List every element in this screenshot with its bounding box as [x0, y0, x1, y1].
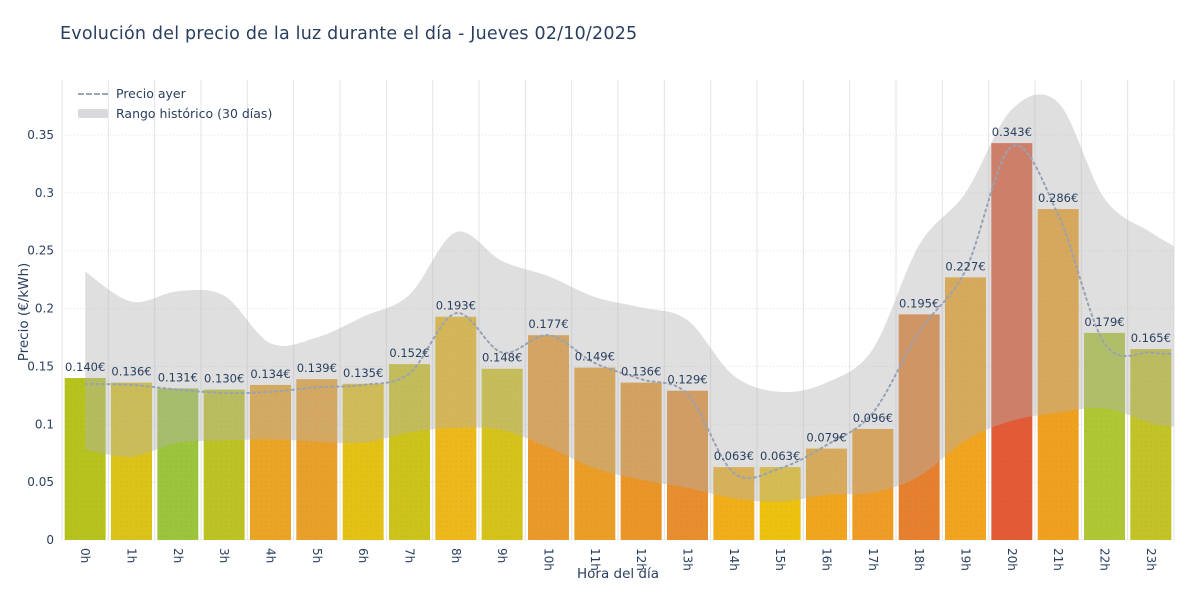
bar-value-label: 0.165€ — [1131, 331, 1171, 345]
x-tick-label: 16h — [820, 548, 834, 571]
band-rango-historico — [85, 94, 1175, 502]
bar-value-label: 0.140€ — [65, 360, 105, 374]
x-tick-label: 20h — [1005, 548, 1019, 571]
x-tick-label: 15h — [773, 548, 787, 571]
bar-value-label: 0.179€ — [1084, 315, 1124, 329]
x-tick-label: 21h — [1051, 548, 1065, 571]
x-tick-label: 0h — [78, 548, 92, 563]
bar-value-label: 0.193€ — [436, 299, 476, 313]
bar-value-label: 0.227€ — [945, 259, 985, 273]
y-tick-label: 0.1 — [35, 417, 54, 431]
bar-value-label: 0.134€ — [250, 367, 290, 381]
legend-item-precio-ayer[interactable]: Precio ayer — [78, 86, 272, 101]
y-axis-title: Precio (€/kWh) — [16, 262, 32, 362]
legend-label-rango-historico: Rango histórico (30 días) — [116, 106, 273, 121]
y-tick-label: 0.35 — [27, 128, 54, 142]
chart-title: Evolución del precio de la luz durante e… — [60, 24, 638, 44]
y-tick-label: 0.25 — [27, 244, 54, 258]
x-tick-label: 12h — [634, 548, 648, 571]
x-tick-label: 8h — [449, 548, 463, 563]
bar-value-label: 0.130€ — [204, 372, 244, 386]
y-tick-label: 0.2 — [35, 302, 54, 316]
bar-value-label: 0.096€ — [853, 411, 893, 425]
gridlines — [61, 80, 1175, 541]
chart-legend: Precio ayer Rango histórico (30 días) — [78, 86, 272, 121]
bar-value-label: 0.079€ — [806, 431, 846, 445]
x-tick-label: 1h — [125, 548, 139, 563]
bar-value-label: 0.195€ — [899, 296, 939, 310]
bars-precio-hoy — [64, 143, 1172, 541]
legend-item-rango-historico[interactable]: Rango histórico (30 días) — [78, 106, 272, 121]
x-tick-label: 23h — [1144, 548, 1158, 571]
x-tick-label: 3h — [217, 548, 231, 563]
line-precio-ayer — [84, 144, 1173, 480]
x-tick-label: 6h — [356, 548, 370, 563]
x-tick-label: 18h — [912, 548, 926, 571]
y-tick-label: 0.05 — [27, 475, 54, 489]
bar-value-label: 0.152€ — [389, 346, 429, 360]
y-tick-label: 0.15 — [27, 359, 54, 373]
bar-value-label: 0.148€ — [482, 351, 522, 365]
x-tick-label: 9h — [495, 548, 509, 563]
bar-value-label: 0.139€ — [297, 361, 337, 375]
bar-value-label: 0.343€ — [992, 125, 1032, 139]
legend-label-precio-ayer: Precio ayer — [116, 86, 186, 101]
bar-value-label: 0.063€ — [714, 449, 754, 463]
bar-value-label: 0.129€ — [667, 373, 707, 387]
x-tick-label: 10h — [542, 548, 556, 571]
y-tick-label: 0.3 — [35, 186, 54, 200]
x-tick-label: 19h — [959, 548, 973, 571]
bar-value-label: 0.131€ — [158, 370, 198, 384]
bar-value-label: 0.135€ — [343, 366, 383, 380]
x-tick-label: 17h — [866, 548, 880, 571]
bar-value-label: 0.136€ — [621, 365, 661, 379]
x-tick-label: 4h — [264, 548, 278, 563]
x-tick-label: 11h — [588, 548, 602, 571]
x-tick-label: 14h — [727, 548, 741, 571]
bar-value-label: 0.149€ — [575, 350, 615, 364]
x-tick-label: 7h — [403, 548, 417, 563]
bar-value-label: 0.063€ — [760, 449, 800, 463]
x-tick-label: 2h — [171, 548, 185, 563]
y-tick-label: 0 — [46, 533, 54, 547]
x-axis-title: Hora del día — [576, 566, 660, 582]
x-tick-label: 5h — [310, 548, 324, 563]
dashed-line-swatch — [78, 92, 108, 95]
bar-value-label: 0.286€ — [1038, 191, 1078, 205]
x-tick-label: 22h — [1098, 548, 1112, 571]
x-tick-label: 13h — [681, 548, 695, 571]
band-swatch — [78, 109, 108, 118]
bar-value-label: 0.177€ — [528, 317, 568, 331]
bar-value-label: 0.136€ — [111, 365, 151, 379]
